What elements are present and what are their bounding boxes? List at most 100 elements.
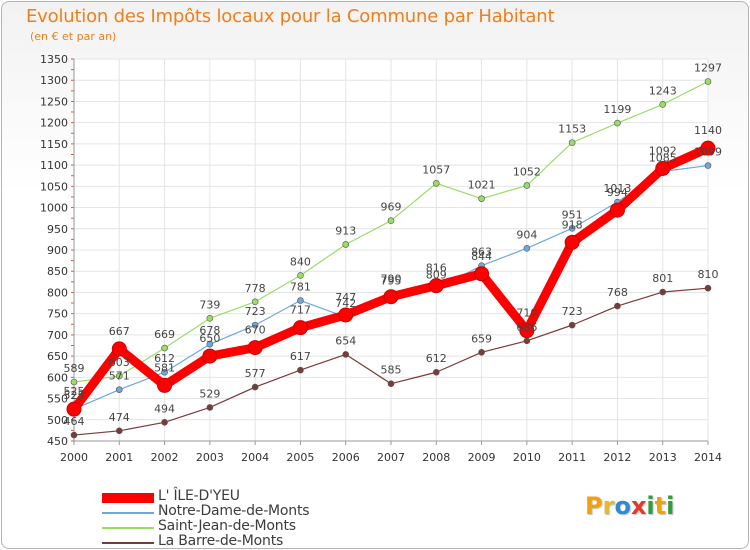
logo-letter: P <box>585 492 603 520</box>
legend-swatch <box>102 542 154 544</box>
data-point <box>614 119 621 127</box>
data-point <box>432 180 440 187</box>
data-label: 1243 <box>649 84 677 97</box>
data-label: 474 <box>109 411 130 424</box>
data-point <box>161 419 168 426</box>
data-label: 686 <box>516 321 537 334</box>
data-label: 581 <box>154 361 175 374</box>
data-point <box>428 278 444 294</box>
x-tick-label: 2013 <box>649 451 677 464</box>
y-tick-label: 1350 <box>40 53 68 66</box>
data-label: 571 <box>109 370 130 383</box>
data-point <box>568 225 576 232</box>
data-point <box>206 404 214 411</box>
data-point <box>66 401 82 417</box>
y-tick-label: 950 <box>47 223 68 236</box>
x-tick-label: 2011 <box>558 451 586 464</box>
legend-label: Notre-Dame-de-Monts <box>158 503 310 519</box>
y-tick-label: 450 <box>47 435 68 448</box>
logo-letter: r <box>602 492 615 520</box>
y-tick-label: 650 <box>47 350 68 363</box>
data-label: 904 <box>516 228 537 241</box>
logo-letter: i <box>646 492 655 520</box>
legend-swatch <box>102 512 154 514</box>
data-label: 863 <box>471 246 492 259</box>
data-label: 1057 <box>422 163 450 176</box>
proxiti-logo: Proxiti <box>585 492 674 520</box>
y-tick-label: 1200 <box>40 117 68 130</box>
x-tick-label: 2001 <box>105 451 133 464</box>
data-label: 951 <box>562 208 583 221</box>
data-label: 667 <box>109 325 130 338</box>
data-label: 1052 <box>513 165 541 178</box>
data-point <box>115 386 123 393</box>
data-point <box>206 340 214 348</box>
data-label: 659 <box>471 332 492 345</box>
data-point <box>568 321 576 329</box>
x-tick-label: 2007 <box>377 451 405 464</box>
data-point <box>202 348 218 364</box>
data-label: 529 <box>199 387 220 400</box>
data-point <box>432 368 440 376</box>
y-tick-label: 1100 <box>40 159 68 172</box>
data-label: 612 <box>426 352 447 365</box>
data-label: 768 <box>607 286 628 299</box>
data-label: 589 <box>64 362 85 375</box>
data-label: 844 <box>471 250 492 263</box>
data-point <box>523 182 531 189</box>
data-point <box>342 351 350 358</box>
data-point <box>568 139 576 146</box>
data-label: 710 <box>516 307 537 320</box>
data-label: 809 <box>426 269 447 282</box>
data-point <box>564 234 580 250</box>
data-label: 1021 <box>468 179 496 192</box>
logo-letter: t <box>654 492 667 520</box>
data-point <box>478 195 485 202</box>
x-tick-label: 2000 <box>60 451 88 464</box>
data-label: 525 <box>64 389 85 402</box>
y-tick-label: 550 <box>47 393 68 406</box>
data-label: 790 <box>381 273 402 286</box>
data-label: 994 <box>607 186 628 199</box>
y-tick-label: 1250 <box>40 95 68 108</box>
legend-swatch <box>102 527 154 529</box>
y-tick-label: 600 <box>47 371 68 384</box>
x-tick-label: 2005 <box>286 451 314 464</box>
x-tick-label: 2009 <box>468 451 496 464</box>
data-point <box>247 340 263 356</box>
data-point <box>297 272 304 279</box>
y-tick-label: 500 <box>47 414 68 427</box>
legend-label: La Barre-de-Monts <box>158 533 284 549</box>
data-label: 1085 <box>649 151 677 164</box>
data-label: 1153 <box>558 123 586 136</box>
chart-title: Evolution des Impôts locaux pour la Comm… <box>26 6 555 27</box>
data-point <box>474 266 490 282</box>
data-label: 603 <box>109 356 130 369</box>
x-tick-label: 2002 <box>151 451 179 464</box>
data-point <box>519 323 535 339</box>
y-tick-label: 1050 <box>40 180 68 193</box>
data-point <box>614 302 621 310</box>
data-point <box>251 321 259 329</box>
data-label: 525 <box>64 385 85 398</box>
data-label: 801 <box>652 272 673 285</box>
data-label: 717 <box>290 304 311 317</box>
data-point <box>70 378 78 386</box>
data-label: 654 <box>335 334 356 347</box>
data-point <box>704 284 712 292</box>
data-point <box>523 337 531 345</box>
x-tick-label: 2014 <box>694 451 722 464</box>
data-label: 840 <box>290 255 311 268</box>
data-label: 913 <box>335 224 356 237</box>
data-label: 778 <box>245 282 266 295</box>
chart-subtitle: (en € et par an) <box>30 30 117 43</box>
data-label: 781 <box>290 281 311 294</box>
data-label: 747 <box>335 291 356 304</box>
y-tick-label: 850 <box>47 265 68 278</box>
data-label: 723 <box>245 305 266 318</box>
data-point <box>478 348 485 356</box>
logo-letter: i <box>666 492 675 520</box>
data-point <box>161 344 168 352</box>
data-point <box>387 380 395 388</box>
data-point <box>251 383 259 391</box>
